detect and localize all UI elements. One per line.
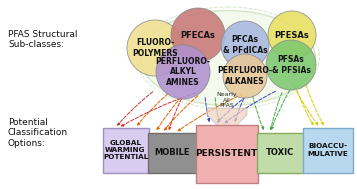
Text: MOBILE: MOBILE [154,148,190,157]
Text: Potential
Classification
Options:: Potential Classification Options: [8,118,68,148]
Text: PERSISTENT: PERSISTENT [195,149,258,158]
Text: FLUORO-
POLYMERS: FLUORO- POLYMERS [132,38,178,58]
Text: PERFLUORO-
ALKYL
AMINES: PERFLUORO- ALKYL AMINES [155,57,211,87]
Text: TOXIC: TOXIC [266,148,294,157]
Circle shape [266,40,316,90]
FancyBboxPatch shape [256,132,303,173]
Circle shape [221,21,269,69]
Text: PERFLUORO-
ALKANES: PERFLUORO- ALKANES [217,66,272,86]
Text: PFECAs: PFECAs [181,30,215,40]
Text: BIOACCU-
MULATIVE: BIOACCU- MULATIVE [307,143,348,156]
Text: PFSAs
& PFSIAs: PFSAs & PFSIAs [272,55,311,75]
Text: PFCAs
& PFdICAs: PFCAs & PFdICAs [223,35,267,55]
Circle shape [127,20,183,76]
Text: PFAS Structural
Sub-classes:: PFAS Structural Sub-classes: [8,30,77,49]
Circle shape [223,54,267,98]
FancyBboxPatch shape [102,128,149,173]
FancyBboxPatch shape [196,125,257,183]
Circle shape [171,8,225,62]
Circle shape [268,11,316,59]
Text: PFESAs: PFESAs [275,30,310,40]
FancyBboxPatch shape [147,132,196,173]
Text: Nearly
All
PFAS: Nearly All PFAS [217,92,237,108]
Circle shape [156,45,210,99]
Ellipse shape [141,11,316,105]
Polygon shape [207,108,247,132]
Text: GLOBAL
WARMING
POTENTIAL: GLOBAL WARMING POTENTIAL [103,140,148,160]
FancyBboxPatch shape [302,128,352,173]
